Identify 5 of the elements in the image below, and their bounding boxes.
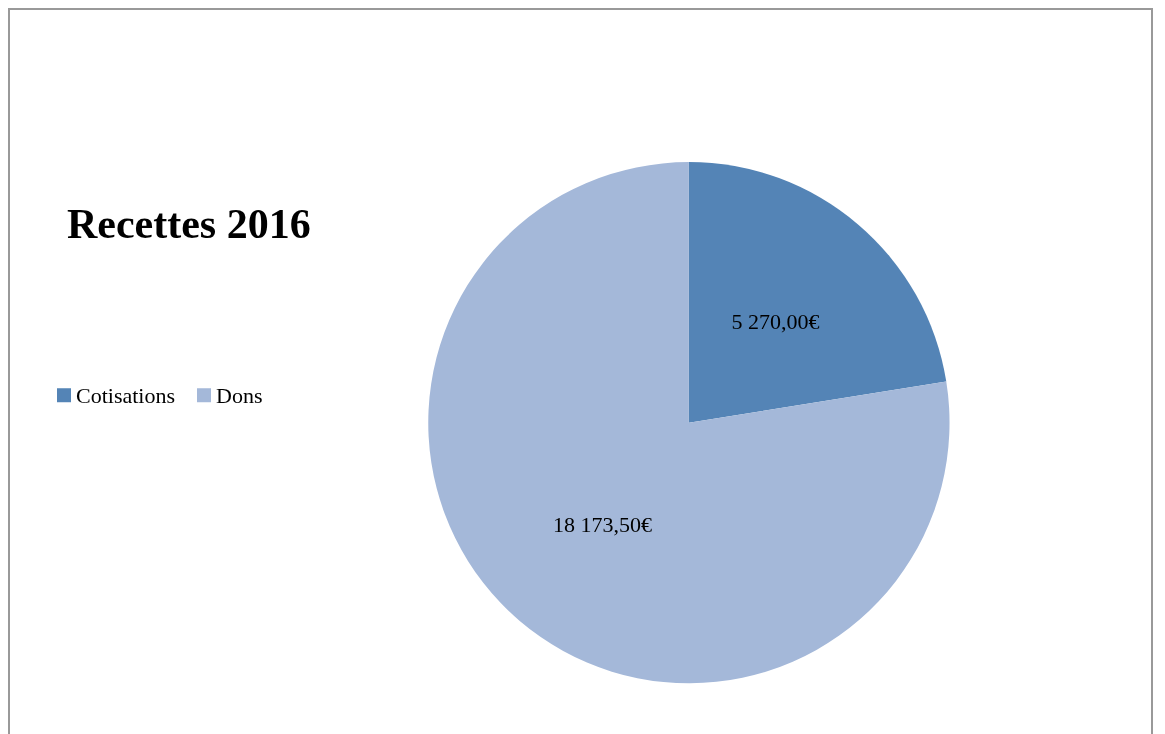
- data-label: 5 270,00€: [731, 308, 820, 334]
- text: Recettes 2016: [67, 201, 311, 247]
- data-label: 18 173,50€: [552, 511, 652, 537]
- legend-label: Cotisations: [76, 382, 176, 408]
- legend-label: Dons: [216, 382, 263, 408]
